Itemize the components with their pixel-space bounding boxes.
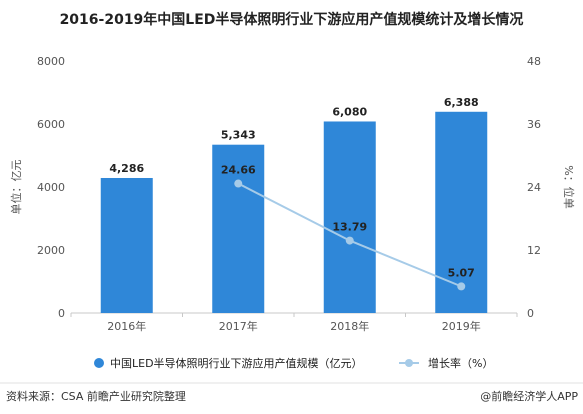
growth-point bbox=[345, 236, 354, 245]
bar-value-label: 5,343 bbox=[221, 129, 256, 142]
legend: 中国LED半导体照明行业下游应用产值规模（亿元） 增长率（%） bbox=[94, 356, 493, 370]
y-right-tick-label: 36 bbox=[527, 118, 541, 131]
axes: 0 2000 4000 6000 8000 0 12 24 36 48 2016年 2017年 2018… bbox=[37, 55, 541, 333]
y-right-tick-label: 24 bbox=[527, 181, 541, 194]
legend-line-marker bbox=[405, 359, 413, 367]
x-tick-label: 2016年 bbox=[107, 319, 146, 333]
x-tick-label: 2018年 bbox=[330, 319, 369, 333]
growth-point bbox=[234, 179, 243, 188]
growth-value-label: 5.07 bbox=[448, 266, 475, 279]
data-labels: 4,286 5,343 6,080 6,388 24.66 13.79 5.07 bbox=[109, 96, 478, 280]
y-left-tick-label: 8000 bbox=[37, 55, 65, 68]
growth-point bbox=[457, 282, 466, 291]
bar-value-label: 6,080 bbox=[332, 105, 367, 118]
bar-value-label: 4,286 bbox=[109, 162, 144, 175]
growth-value-label: 24.66 bbox=[221, 164, 256, 177]
y-right-tick-label: 48 bbox=[527, 55, 541, 68]
bar bbox=[323, 121, 376, 313]
bar-value-label: 6,388 bbox=[444, 96, 479, 109]
legend-line-label: 增长率（%） bbox=[428, 356, 493, 370]
y-left-tick-label: 0 bbox=[58, 307, 65, 320]
growth-value-label: 13.79 bbox=[332, 221, 367, 234]
y-left-tick-label: 4000 bbox=[37, 181, 65, 194]
bar bbox=[100, 177, 153, 313]
y-right-tick-label: 0 bbox=[527, 307, 534, 320]
y-axis-right-label: %：位单 bbox=[562, 165, 576, 208]
y-left-tick-label: 6000 bbox=[37, 118, 65, 131]
y-axis-left-label: 单位：亿元 bbox=[9, 160, 23, 215]
source-note: 资料来源：CSA 前瞻产业研究院整理 bbox=[6, 389, 186, 403]
legend-bar-label: 中国LED半导体照明行业下游应用产值规模（亿元） bbox=[110, 356, 363, 370]
growth-line-series bbox=[234, 179, 466, 291]
chart-title: 2016-2019年中国LED半导体照明行业下游应用产值规模统计及增长情况 bbox=[60, 11, 524, 28]
x-tick-label: 2017年 bbox=[219, 319, 258, 333]
y-left-tick-label: 2000 bbox=[37, 244, 65, 257]
legend-bar-marker bbox=[94, 358, 104, 368]
bar bbox=[212, 144, 265, 313]
credit-note: @前瞻经济学人APP bbox=[480, 389, 578, 403]
x-tick-label: 2019年 bbox=[442, 319, 481, 333]
y-right-tick-label: 12 bbox=[527, 244, 541, 257]
